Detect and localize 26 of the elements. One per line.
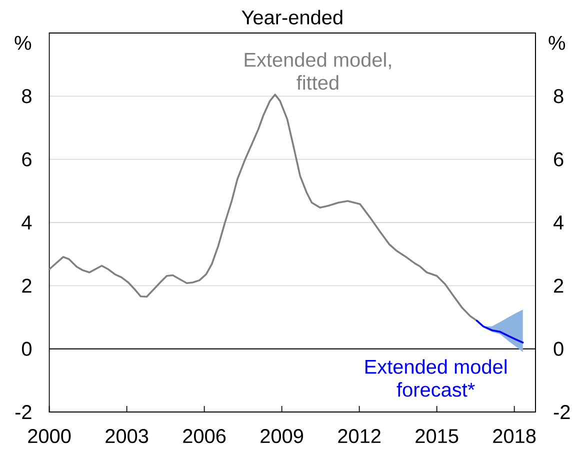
x-tick-label: 2006 bbox=[183, 429, 226, 444]
y2-axis-title: % bbox=[548, 36, 566, 50]
line-series bbox=[48, 94, 478, 322]
y2-tick-label: 6 bbox=[554, 152, 564, 166]
y2-tick-label: 2 bbox=[554, 278, 564, 293]
x-tick-label: 2009 bbox=[260, 429, 304, 444]
x-tick-label: 2003 bbox=[106, 429, 148, 444]
y-tick-label: 2 bbox=[22, 278, 32, 293]
y2-tick-label: 0 bbox=[554, 342, 564, 356]
y-tick-label: -2 bbox=[15, 405, 32, 419]
x-tick-label: 2012 bbox=[338, 429, 380, 444]
y-tick-label: 4 bbox=[22, 216, 32, 230]
y-axis-title: % bbox=[14, 36, 32, 50]
chart-title: Year-ended bbox=[242, 10, 342, 24]
y-tick-label: 0 bbox=[22, 342, 32, 356]
y2-tick-label: 8 bbox=[554, 89, 564, 104]
x-tick-label: 2015 bbox=[416, 429, 458, 444]
series-label: Extended model forecast* bbox=[365, 359, 506, 397]
series-label: Extended model, fitted bbox=[244, 52, 391, 90]
y-tick-label: 6 bbox=[22, 152, 32, 166]
y-tick-label: 8 bbox=[22, 89, 32, 104]
y2-tick-label: 4 bbox=[553, 216, 564, 230]
y2-tick-label: -2 bbox=[554, 405, 570, 419]
x-tick-label: 2018 bbox=[493, 429, 536, 444]
x-tick-label: 2000 bbox=[28, 429, 71, 444]
line-series bbox=[476, 320, 524, 344]
